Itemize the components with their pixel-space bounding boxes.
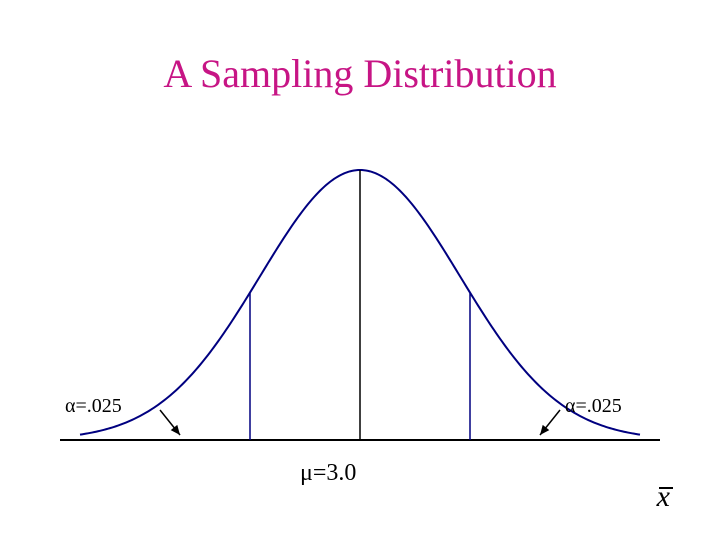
alpha-right-label: α=.025	[565, 395, 622, 418]
tail-arrowhead-right	[540, 425, 549, 435]
xbar-letter: x	[657, 480, 670, 513]
alpha-left-label: α=.025	[65, 395, 122, 418]
xbar-overline	[659, 487, 673, 489]
tail-arrowhead-left	[171, 425, 180, 435]
mu-label: μ=3.0	[300, 460, 356, 487]
page-title: A Sampling Distribution	[0, 50, 720, 97]
xbar-symbol: x	[657, 480, 670, 514]
